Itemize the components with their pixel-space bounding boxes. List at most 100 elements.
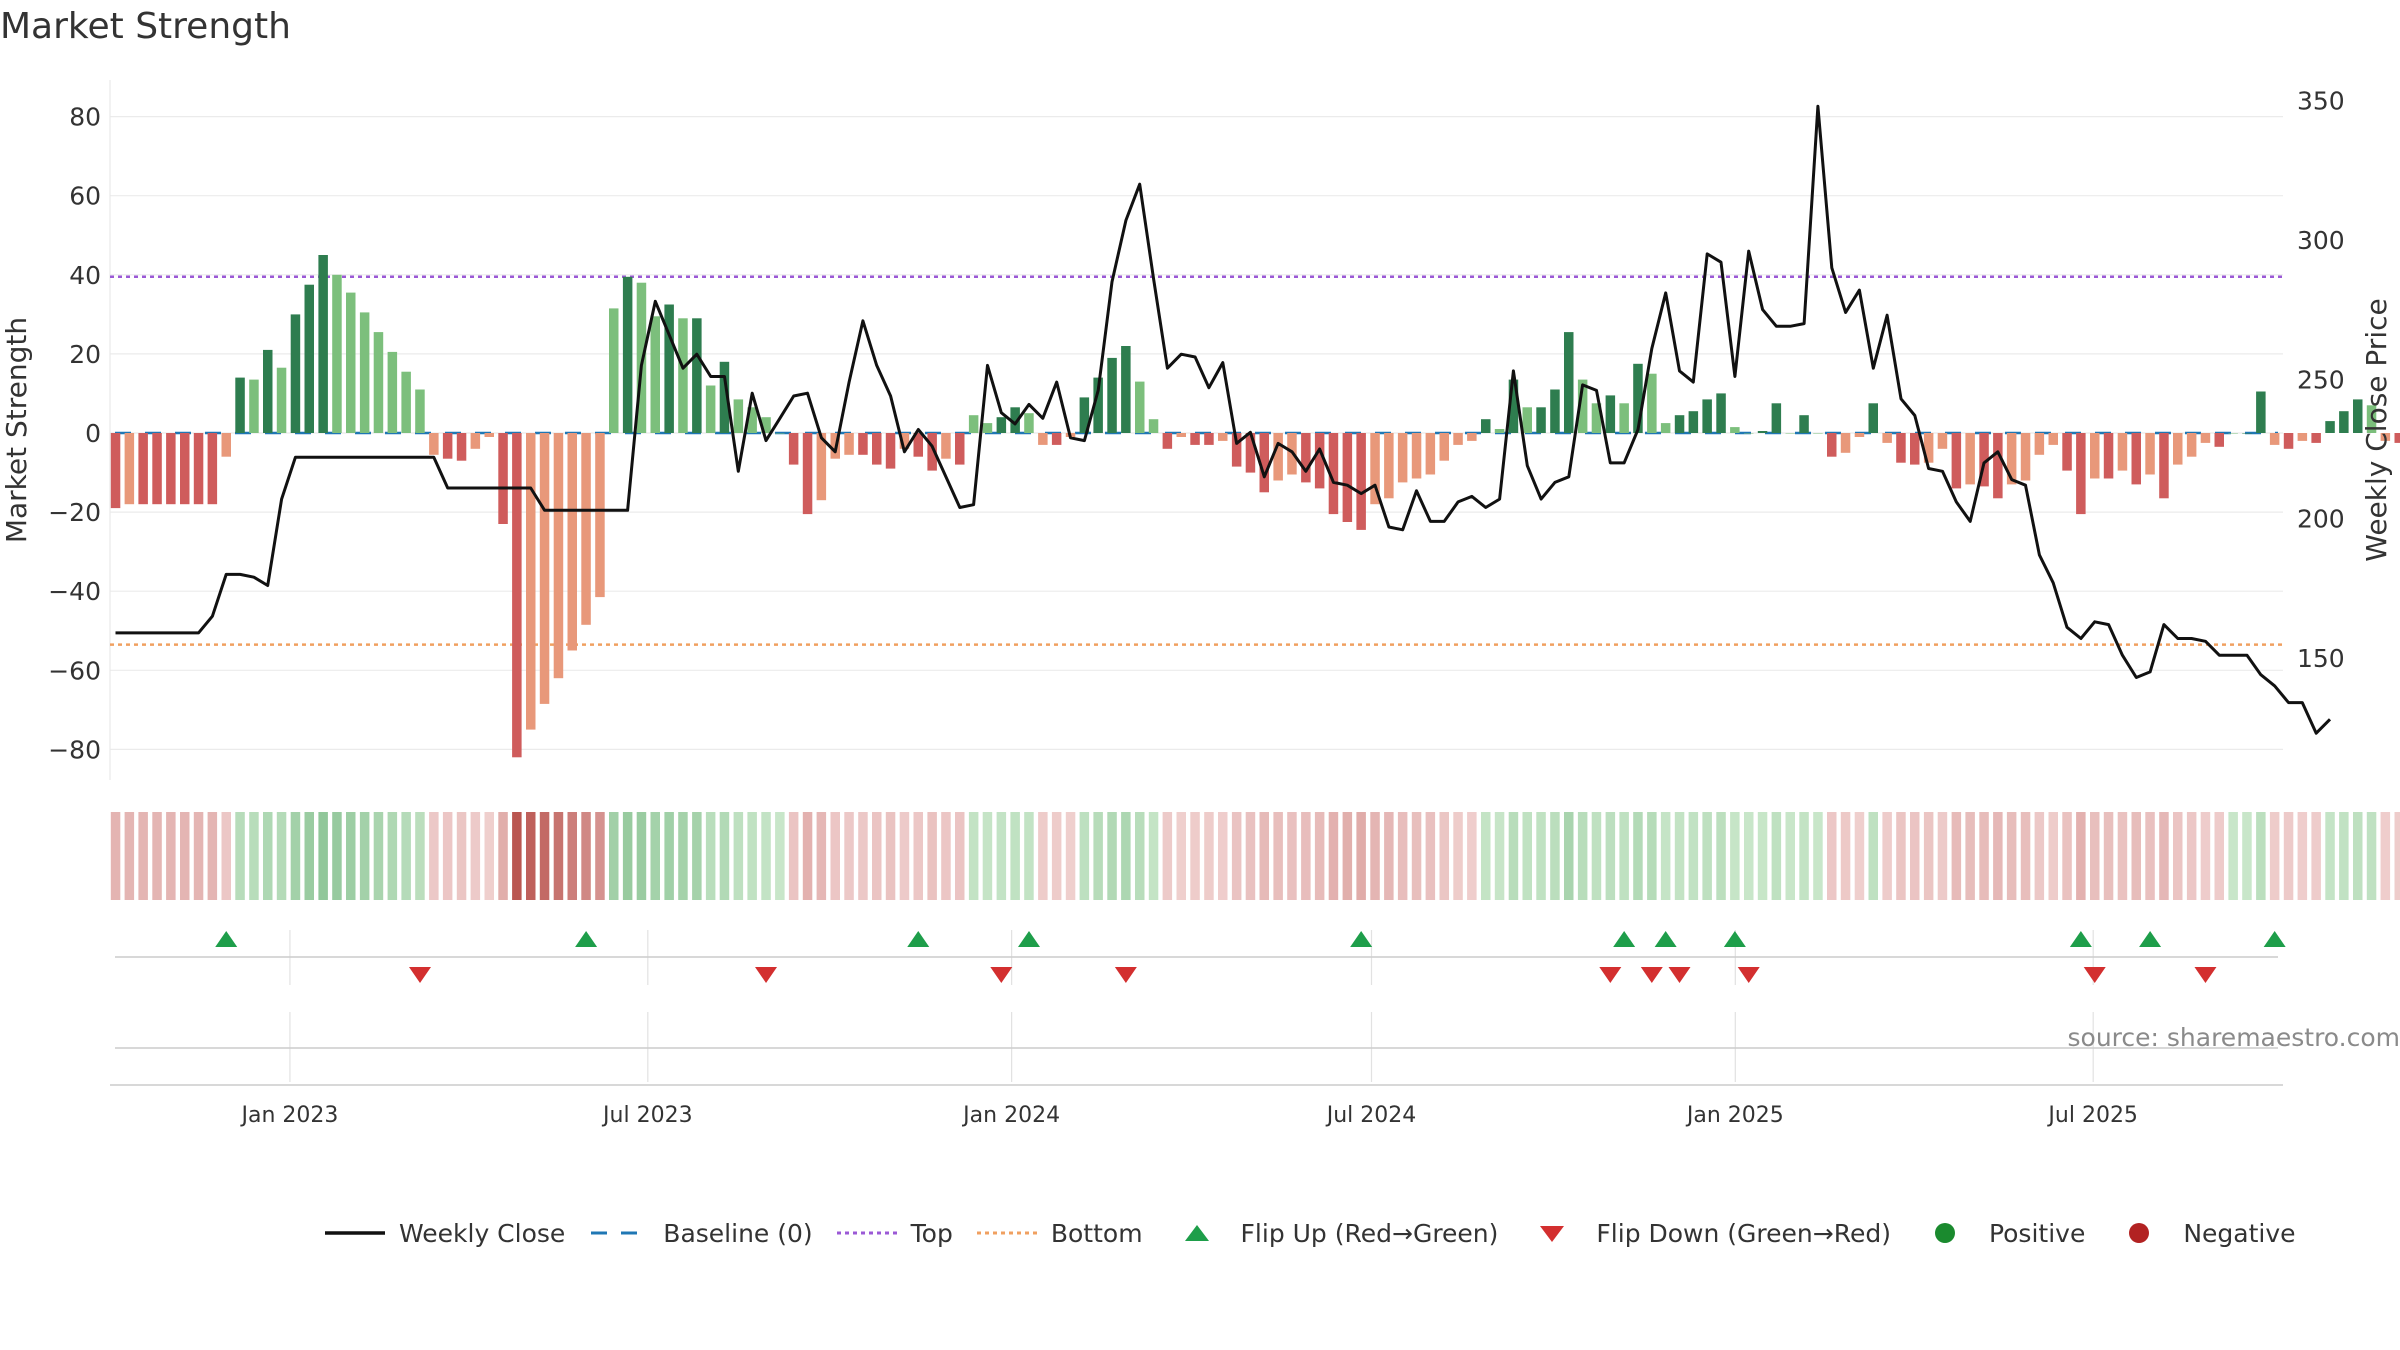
flip-up-marker	[215, 931, 238, 947]
strength-bar	[1799, 415, 1809, 433]
strength-bar	[290, 314, 301, 433]
state-band-cell	[1660, 812, 1671, 900]
state-band-cell	[429, 812, 439, 900]
state-band-cell	[913, 812, 923, 900]
state-band-cell	[401, 812, 411, 900]
state-band-cell	[512, 812, 522, 900]
strength-bar	[124, 433, 135, 505]
state-band-cell	[1342, 812, 1353, 900]
strength-bar	[1965, 433, 1975, 485]
state-band-cell	[816, 812, 827, 900]
state-band-cell	[1093, 812, 1103, 900]
strength-bar	[1342, 433, 1353, 522]
source-credit: source: sharemaestro.com	[2067, 1023, 2400, 1052]
strength-bar	[1453, 433, 1463, 445]
y2-axis-label: Weekly Close Price	[2360, 298, 2393, 561]
state-band-cell	[1993, 812, 2003, 900]
strength-bar	[1107, 357, 1117, 433]
x-tick-label: Jan 2023	[239, 1103, 338, 1128]
state-band-cell	[1481, 812, 1491, 900]
strength-bar	[276, 367, 287, 433]
legend-label: Baseline (0)	[663, 1218, 813, 1248]
state-band-cell	[1550, 812, 1560, 900]
strength-bar	[2325, 421, 2335, 433]
strength-bar	[318, 255, 328, 433]
state-band-cell	[470, 812, 481, 900]
y-tick-label: −60	[48, 656, 101, 685]
state-band-cell	[2034, 812, 2045, 900]
state-band-cell	[1273, 812, 1283, 900]
state-band-cell	[2283, 812, 2294, 900]
state-band-cell	[1730, 812, 1740, 900]
legend-item-bottom: Bottom	[976, 1219, 1143, 1248]
strength-bar	[1702, 399, 1712, 433]
state-band-cell	[1107, 812, 1117, 900]
strength-bar	[1301, 433, 1311, 483]
strength-bar	[2242, 433, 2252, 434]
strength-bar	[221, 433, 231, 457]
strength-bar	[1218, 433, 1228, 441]
legend-label: Negative	[2183, 1218, 2296, 1248]
flip-up-marker	[1613, 931, 1636, 947]
strength-bar	[927, 433, 937, 471]
strength-bar	[1951, 433, 1962, 489]
strength-bar	[1813, 433, 1823, 434]
strength-bar	[567, 433, 577, 651]
strength-bar	[498, 433, 508, 524]
state-band-cell	[193, 812, 204, 900]
state-band-cell	[622, 812, 633, 900]
flip-up-marker	[1017, 931, 1040, 947]
state-band-cell	[2394, 812, 2400, 900]
strength-bar	[442, 433, 453, 459]
y2-tick-label: 150	[2297, 644, 2345, 673]
strength-bar	[1411, 433, 1422, 479]
state-band-cell	[858, 812, 868, 900]
state-band-cell	[2131, 812, 2141, 900]
strength-bar	[1577, 379, 1588, 433]
state-band-cell	[1148, 812, 1159, 900]
state-band-cell	[1051, 812, 1062, 900]
strength-bar	[595, 433, 605, 598]
state-band-cell	[1951, 812, 1962, 900]
chart-title: Market Strength	[0, 6, 291, 47]
strength-bar	[1038, 433, 1048, 445]
state-band-cell	[1979, 812, 1989, 900]
flip-down-marker	[1640, 967, 1663, 983]
flip-down-marker	[1668, 967, 1691, 983]
state-band-cell	[1287, 812, 1297, 900]
strength-bar	[788, 433, 799, 465]
state-band-cell	[373, 812, 384, 900]
state-band-cell	[927, 812, 937, 900]
strength-bar	[387, 351, 398, 433]
strength-bar	[1979, 433, 1989, 487]
strength-bar	[1868, 403, 1878, 433]
strength-bar	[1937, 433, 1948, 449]
state-band-cell	[844, 812, 854, 900]
state-band-cell	[1854, 812, 1865, 900]
state-band-cell	[2103, 812, 2114, 900]
state-band-cell	[1065, 812, 1076, 900]
x-tick-label: Jul 2024	[1325, 1103, 1417, 1128]
strength-bar	[180, 433, 190, 505]
y2-tick-label: 250	[2297, 365, 2345, 394]
state-band-cell	[553, 812, 564, 900]
strength-bar	[526, 433, 536, 730]
strength-bar	[1716, 393, 1726, 433]
y-axis-left: 80 60 40 20 0 −20 −40 −60 −80	[48, 103, 101, 765]
strength-bar	[844, 433, 854, 455]
strength-bar	[2353, 399, 2363, 433]
strength-bar	[1785, 433, 1795, 434]
strength-bar	[1910, 433, 1920, 465]
strength-bar	[110, 433, 121, 509]
strength-bar	[429, 433, 439, 455]
state-band-cell	[733, 812, 744, 900]
flip-down-marker	[990, 967, 1013, 983]
strength-bar	[705, 385, 716, 433]
state-band-cell	[2186, 812, 2197, 900]
state-band-cell	[1453, 812, 1463, 900]
state-band-cell	[1647, 812, 1657, 900]
state-band-cell	[567, 812, 577, 900]
strength-bar	[2311, 433, 2321, 443]
y-axis-label: Market Strength	[0, 317, 33, 543]
strength-bar	[636, 282, 647, 433]
